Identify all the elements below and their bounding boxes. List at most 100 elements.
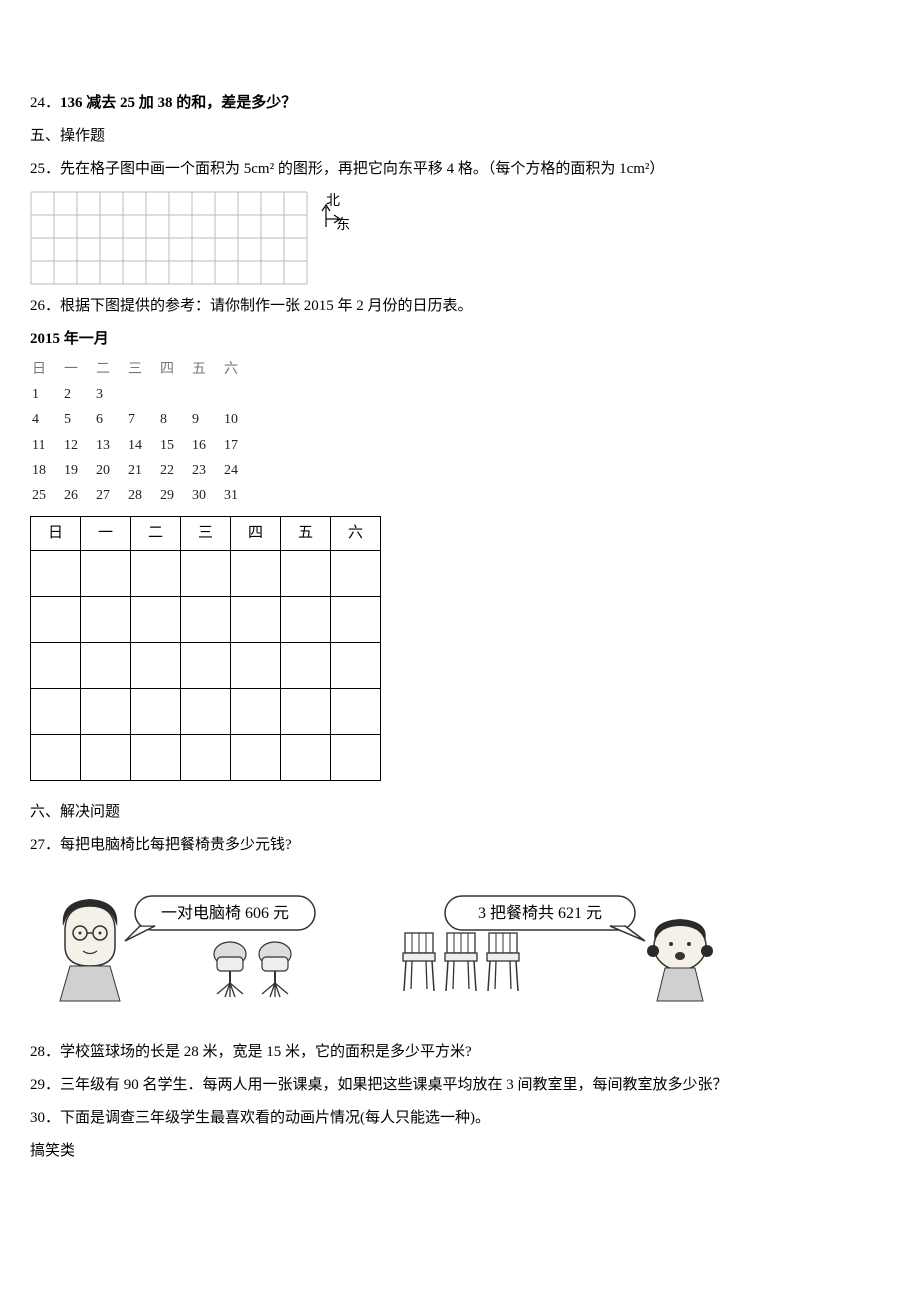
calendar-ref-cell: 3 [94, 382, 126, 407]
calendar-ref-cell: 29 [158, 483, 190, 508]
calendar-ref-header-cell: 三 [126, 357, 158, 382]
calendar-ref-cell [126, 382, 158, 407]
calendar-ref-cell: 6 [94, 407, 126, 432]
calendar-ref-header-cell: 六 [222, 357, 254, 382]
calendar-ref-cell: 25 [30, 483, 62, 508]
empty-calendar-cell [331, 643, 381, 689]
empty-calendar-header-cell: 五 [281, 517, 331, 551]
question-30: 30．下面是调查三年级学生最喜欢看的动画片情况(每人只能选一种)。 [30, 1105, 890, 1132]
person-left-icon [60, 899, 120, 1001]
empty-calendar-cell [181, 735, 231, 781]
calendar-reference: 2015 年一月 日一二三四五六 12345678910111213141516… [30, 326, 890, 508]
q30-text: 下面是调查三年级学生最喜欢看的动画片情况(每人只能选一种)。 [60, 1110, 490, 1126]
bubble2-text: 3 把餐椅共 621 元 [478, 904, 602, 922]
empty-calendar-cell [81, 643, 131, 689]
q25-text: 先在格子图中画一个面积为 5cm² 的图形，再把它向东平移 4 格。（每个方格的… [60, 161, 664, 177]
calendar-ref-cell: 10 [222, 407, 254, 432]
empty-calendar-cell [181, 689, 231, 735]
empty-calendar-header-cell: 一 [81, 517, 131, 551]
question-24: 24．136 减去 25 加 38 的和，差是多少？ [30, 90, 890, 117]
q26-number: 26． [30, 298, 60, 314]
empty-calendar-cell [281, 597, 331, 643]
empty-calendar-row [31, 597, 381, 643]
empty-calendar-row [31, 735, 381, 781]
calendar-ref-body: 1234567891011121314151617181920212223242… [30, 382, 254, 508]
office-chairs-icon [214, 942, 291, 997]
empty-calendar-cell [31, 689, 81, 735]
question-28: 28．学校篮球场的长是 28 米，宽是 15 米，它的面积是多少平方米? [30, 1039, 890, 1066]
person-right-icon [647, 919, 713, 1001]
calendar-ref-header-cell: 五 [190, 357, 222, 382]
dining-chairs-icon [403, 933, 519, 991]
empty-calendar-cell [31, 597, 81, 643]
calendar-ref-cell [190, 382, 222, 407]
calendar-ref-cell: 4 [30, 407, 62, 432]
q25-grid-container: 北 东 [30, 191, 890, 285]
empty-calendar-cell [81, 735, 131, 781]
empty-calendar-cell [331, 597, 381, 643]
empty-calendar-cell [131, 689, 181, 735]
question-25: 25．先在格子图中画一个面积为 5cm² 的图形，再把它向东平移 4 格。（每个… [30, 156, 890, 183]
calendar-ref-cell: 26 [62, 483, 94, 508]
calendar-ref-cell: 31 [222, 483, 254, 508]
calendar-ref-cell: 2 [62, 382, 94, 407]
bubble1-text: 一对电脑椅 606 元 [161, 904, 289, 922]
question-29: 29．三年级有 90 名学生．每两人用一张课桌，如果把这些课桌平均放在 3 间教… [30, 1072, 890, 1099]
calendar-ref-cell: 22 [158, 458, 190, 483]
calendar-ref-title: 2015 年一月 [30, 326, 890, 353]
calendar-ref-cell [158, 382, 190, 407]
calendar-ref-header-row: 日一二三四五六 [30, 357, 254, 382]
calendar-ref-table: 日一二三四五六 12345678910111213141516171819202… [30, 357, 254, 508]
empty-calendar-cell [281, 551, 331, 597]
calendar-ref-cell: 7 [126, 407, 158, 432]
empty-calendar-cell [231, 643, 281, 689]
calendar-ref-cell: 5 [62, 407, 94, 432]
empty-calendar-cell [131, 597, 181, 643]
empty-calendar-cell [31, 551, 81, 597]
calendar-ref-cell: 11 [30, 433, 62, 458]
q29-number: 29． [30, 1077, 60, 1093]
q26-text: 根据下图提供的参考：请你制作一张 2015 年 2 月份的日历表。 [60, 298, 473, 314]
calendar-ref-cell: 13 [94, 433, 126, 458]
empty-calendar-cell [331, 551, 381, 597]
empty-calendar-cell [281, 689, 331, 735]
empty-calendar-cell [131, 551, 181, 597]
empty-calendar-header-cell: 三 [181, 517, 231, 551]
empty-calendar-header-cell: 二 [131, 517, 181, 551]
empty-calendar-cell [231, 735, 281, 781]
q24-text: 136 减去 25 加 38 的和，差是多少？ [60, 95, 296, 111]
calendar-ref-cell: 1 [30, 382, 62, 407]
empty-calendar-cell [81, 689, 131, 735]
empty-calendar-header-cell: 六 [331, 517, 381, 551]
empty-calendar-row [31, 551, 381, 597]
grid-svg [30, 191, 308, 285]
calendar-ref-row: 25262728293031 [30, 483, 254, 508]
empty-calendar-cell [31, 735, 81, 781]
section-6-title: 六、解决问题 [30, 799, 890, 826]
speech-bubble-1: 一对电脑椅 606 元 [125, 896, 315, 941]
calendar-ref-cell: 8 [158, 407, 190, 432]
calendar-ref-cell: 9 [190, 407, 222, 432]
question-26: 26．根据下图提供的参考：请你制作一张 2015 年 2 月份的日历表。 [30, 293, 890, 320]
calendar-ref-row: 11121314151617 [30, 433, 254, 458]
q30-number: 30． [30, 1110, 60, 1126]
empty-calendar-cell [81, 597, 131, 643]
empty-calendar-cell [331, 689, 381, 735]
calendar-ref-header-cell: 日 [30, 357, 62, 382]
compass-north-label: 北 [326, 189, 340, 214]
empty-calendar-cell [131, 643, 181, 689]
q28-text: 学校篮球场的长是 28 米，宽是 15 米，它的面积是多少平方米? [60, 1044, 472, 1060]
compass-east-label: 东 [336, 213, 350, 238]
q24-number: 24． [30, 95, 60, 111]
calendar-ref-cell: 12 [62, 433, 94, 458]
calendar-ref-cell [222, 382, 254, 407]
calendar-ref-cell: 27 [94, 483, 126, 508]
empty-calendar-row [31, 689, 381, 735]
empty-calendar-cell [31, 643, 81, 689]
q30-category: 搞笑类 [30, 1138, 890, 1165]
calendar-ref-row: 123 [30, 382, 254, 407]
calendar-ref-cell: 23 [190, 458, 222, 483]
empty-calendar-header-cell: 日 [31, 517, 81, 551]
calendar-ref-cell: 30 [190, 483, 222, 508]
q27-text: 每把电脑椅比每把餐椅贵多少元钱? [60, 837, 292, 853]
